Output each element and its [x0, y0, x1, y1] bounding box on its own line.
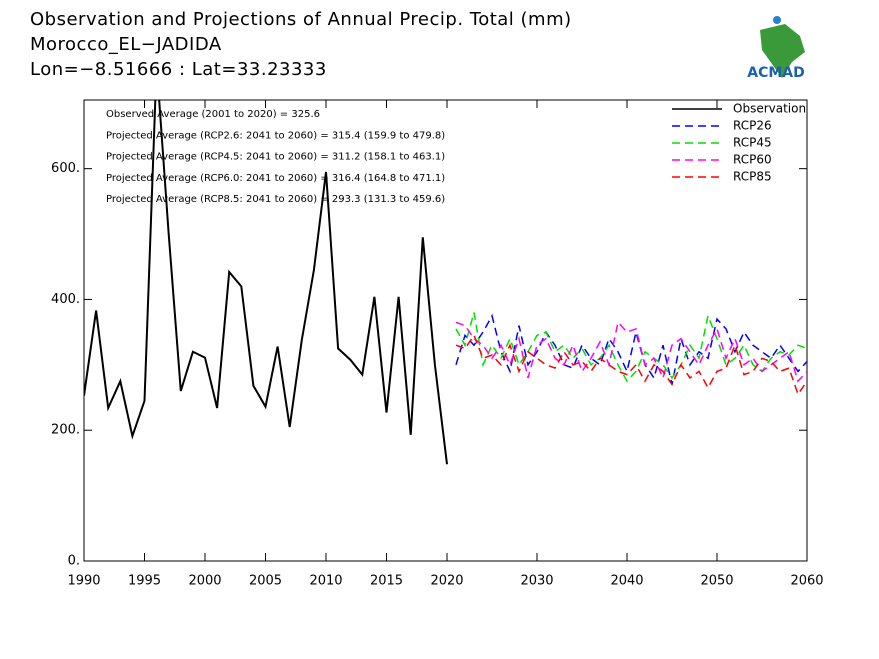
plot-area: [84, 100, 807, 465]
x-tick-label: 2060: [790, 574, 823, 589]
logo: ACMAD: [747, 16, 805, 81]
plot-frame: [83, 99, 808, 562]
annotation: Observed Average (2001 to 2020) = 325.6: [106, 109, 320, 120]
legend-label: RCP85: [733, 170, 772, 184]
annotation: Projected Average (RCP2.6: 2041 to 2060)…: [106, 130, 445, 141]
annotation: Projected Average (RCP6.0: 2041 to 2060)…: [106, 173, 445, 184]
y-tick-label: 200.: [51, 423, 80, 438]
x-tick-label: 1995: [128, 574, 161, 589]
logo-text: ACMAD: [747, 65, 805, 81]
series-line: [455, 313, 807, 385]
legend-label: RCP26: [733, 119, 772, 133]
chart-title: Observation and Projections of Annual Pr…: [30, 9, 572, 30]
annotation: Projected Average (RCP4.5: 2041 to 2060)…: [106, 152, 445, 163]
chart-subtitle: Morocco_EL−JADIDA: [30, 34, 222, 55]
x-tick-label: 2000: [188, 574, 221, 589]
y-tick-label: 400.: [51, 292, 80, 307]
legend-label: RCP60: [733, 153, 772, 167]
logo-drop: [773, 16, 781, 24]
series-line: [455, 333, 807, 396]
y-tick-label: 0.: [68, 554, 80, 569]
x-tick-label: 1990: [67, 574, 100, 589]
y-tick-label: 600.: [51, 161, 80, 176]
logo-map: [760, 24, 805, 78]
x-tick-label: 2005: [249, 574, 282, 589]
x-tick-label: 2050: [700, 574, 733, 589]
x-tick-label: 2015: [370, 574, 403, 589]
series-line: [84, 100, 448, 465]
location: Lon=−8.51666 : Lat=33.23333: [30, 59, 327, 80]
legend-label: Observation: [733, 102, 806, 116]
x-tick-label: 2030: [520, 574, 553, 589]
x-tick-label: 2010: [309, 574, 342, 589]
legend-label: RCP45: [733, 136, 772, 150]
x-tick-label: 2040: [610, 574, 643, 589]
series-line: [455, 320, 807, 383]
x-tick-label: 2020: [430, 574, 463, 589]
series-line: [455, 312, 807, 383]
annotation: Projected Average (RCP8.5: 2041 to 2060)…: [106, 194, 445, 205]
